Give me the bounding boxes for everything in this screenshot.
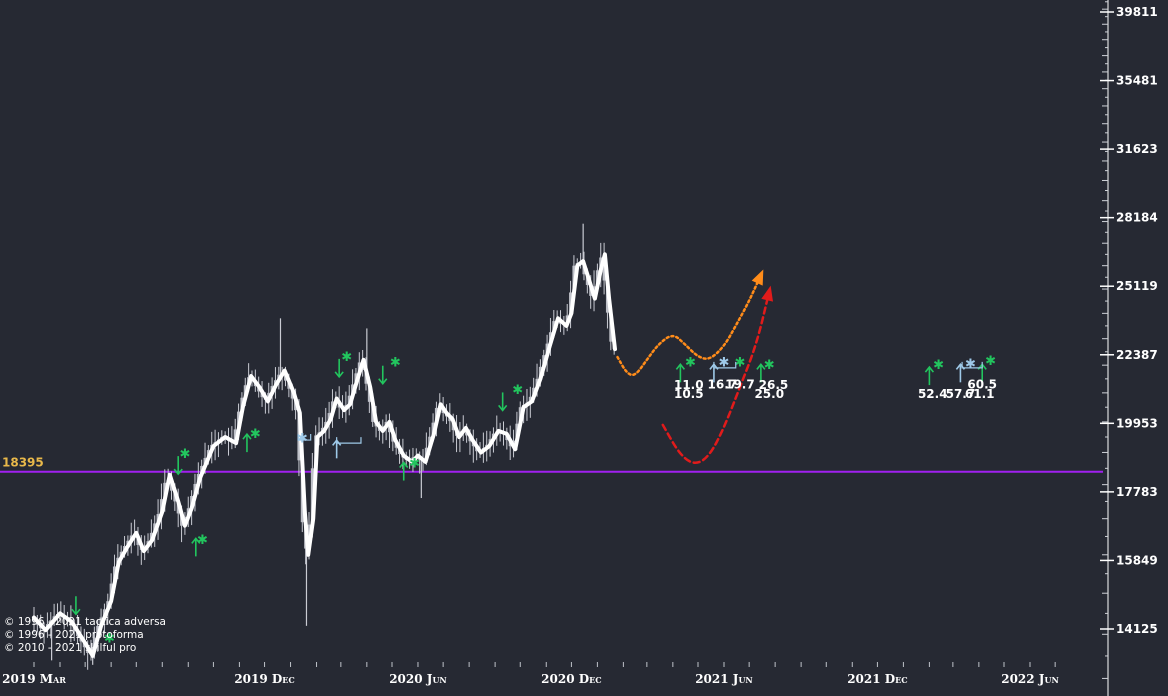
y-tick-label: 39811 [1116,5,1158,19]
signal-star-icon: ✱ [734,355,745,370]
support-level-label: 18395 [2,456,44,470]
y-tick-label: 15849 [1116,553,1158,567]
value-annotation: 16.7 [708,377,738,391]
signal-star-icon: ✱ [719,355,730,370]
y-tick-label: 19953 [1116,416,1158,430]
y-tick-label: 35481 [1116,74,1158,88]
signal-star-icon: ✱ [390,355,401,370]
signal-up-arrow-icon [675,363,686,383]
value-annotation: 61.1 [965,387,995,401]
candle-body [602,257,606,281]
value-annotation: 10.5 [674,387,704,401]
y-tick-label: 17783 [1116,485,1158,499]
copyright-notice: © 1996 - 2021 tactica adversa © 1996 - 2… [4,616,166,654]
value-annotation: 57.7 [946,387,976,401]
value-annotation: 52.4 [918,387,948,401]
x-axis: 2019 Mar 2019 Dec 2020 Jun 2020 Dec 2021 Jun… [2,662,1059,686]
y-tick-label: 31623 [1116,142,1158,156]
signal-star-icon: ✱ [341,350,352,365]
candle-body [327,413,331,422]
projection-path [661,290,771,464]
signal-star-icon: ✱ [297,432,308,447]
value-annotation: 19.7 [725,377,755,391]
candle-body [528,396,532,403]
value-annotation: 60.5 [967,377,997,391]
x-tick-label: 2019 Mar [2,672,66,686]
signal-bracket [336,437,362,444]
signal-star-icon: ✱ [985,354,996,369]
signal-up-arrow-icon [756,363,766,383]
x-tick-label: 2020 Dec [541,672,601,686]
signal-down-arrow-icon [378,365,388,385]
signal-up-arrow-icon [191,537,201,557]
signal-star-icon: ✱ [197,533,208,548]
signal-down-arrow-icon [173,456,183,476]
y-tick-label: 22387 [1116,348,1158,362]
price-moving-line [32,252,617,658]
candle-body [233,429,237,443]
signal-up-arrow-icon [242,432,252,453]
copyright-line: © 1996 - 2021 tactica adversa [4,616,166,628]
projection-arrowhead [761,285,773,302]
signal-up-arrow-icon [399,461,409,481]
x-tick-label: 2022 Jun [1001,672,1059,686]
signal-star-icon: ✱ [685,355,696,370]
x-tick-label: 2021 Jun [695,672,753,686]
signal-star-icon: ✱ [512,383,523,398]
x-tick-label: 2020 Jun [389,672,447,686]
projection-arrowhead [751,269,764,286]
signal-bracket [297,434,312,441]
projection-path [616,273,763,377]
x-tick-label: 2019 Dec [234,672,294,686]
signal-down-arrow-icon [334,358,344,379]
signal-star-icon: ✱ [764,358,775,373]
y-axis: 39811 35481 31623 28184 25119 22387 19953 17783… [1100,0,1158,696]
signal-star-icon: ✱ [179,447,190,462]
signal-bracket [961,361,983,369]
signal-up-arrow-icon [924,365,935,386]
signal-star-icon: ✱ [965,357,976,372]
signal-bracket [713,361,737,369]
y-tick-label: 14125 [1116,622,1158,636]
signal-down-arrow-icon [498,392,508,412]
signal-star-icon: ✱ [409,457,420,472]
copyright-line: © 1996 - 2021 protoforma [4,629,144,641]
signal-star-icon: ✱ [933,358,944,373]
copyright-line: © 2010 - 2021 skilful pro [4,642,136,654]
y-tick-label: 28184 [1116,211,1158,225]
value-annotation: 26.5 [759,378,789,392]
value-annotations: 11.010.5 16.719.7 26.525.0 52.457.761.160.5 [674,377,997,401]
y-tick-label: 25119 [1116,279,1158,293]
signal-star-icon: ✱ [104,632,115,647]
value-annotation: 11.0 [674,378,704,392]
x-tick-label: 2021 Dec [847,672,907,686]
value-annotation: 25.0 [754,387,784,401]
support-level: 18395 [0,456,1103,473]
projection-paths [616,269,773,464]
signal-star-icon: ✱ [250,427,261,442]
signal-markers: ✱ ✱ ✱ ✱ ✱ ✱ ✱ ✱ ✱ ✱ ✱ ✱ ✱ ✱ ✱ ✱ [71,350,996,647]
signal-down-arrow-icon [71,596,81,616]
